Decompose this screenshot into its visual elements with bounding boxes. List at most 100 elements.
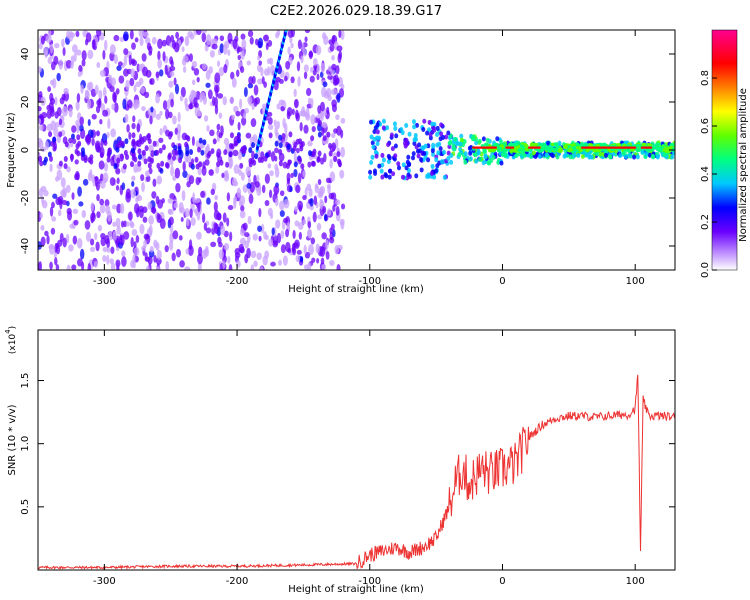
snr-multiplier-exp: 4 — [4, 329, 12, 334]
spectrogram-noise-cell — [87, 263, 92, 270]
spectrogram-noise-cell — [333, 155, 338, 163]
spectrogram-band-core — [651, 146, 657, 150]
spectrogram-noise-cell — [313, 58, 318, 66]
spectrogram-noise-cell — [41, 111, 48, 119]
spectrogram-band-cell — [369, 119, 374, 125]
spectrogram-noise-cell — [102, 172, 109, 183]
spectrogram-noise-cell — [268, 238, 274, 247]
spectrogram-noise-cell — [107, 147, 112, 154]
spectrogram-noise-cell — [267, 116, 273, 125]
spectrogram-noise-cell — [260, 67, 264, 77]
spectrogram-noise-cell — [62, 187, 67, 198]
spectrogram-noise-cell — [234, 252, 241, 259]
spectrogram-band-core — [524, 147, 530, 152]
spectrogram-noise-cell — [148, 50, 153, 56]
spectrogram-noise-cell — [181, 190, 186, 202]
spectrogram-band-cell — [431, 151, 436, 157]
spectrogram-noise-cell — [205, 82, 211, 88]
spectrogram-noise-cell — [197, 262, 202, 270]
spectrogram-noise-cell — [340, 146, 346, 158]
spectrogram-band-cell — [448, 139, 453, 145]
spectrogram-noise-cell — [302, 170, 306, 178]
spectrogram-noise-cell — [340, 203, 346, 210]
spectrogram-noise-cell — [115, 168, 121, 175]
colorbar-ticks: 0.0 0.2 0.4 0.6 0.8 — [700, 70, 717, 278]
spectrogram-noise-cell — [335, 114, 340, 121]
spectrogram-noise-cell — [283, 75, 288, 82]
spectrogram-band-cell — [414, 173, 419, 179]
spectrogram-noise-cell — [301, 48, 307, 57]
spectrogram-noise-cell — [201, 249, 208, 259]
spectrogram-noise-cell — [100, 237, 107, 247]
spectrogram-noise-cell — [61, 38, 65, 48]
spectrogram-noise-cell — [222, 96, 227, 106]
spectrogram-noise-cell — [47, 86, 52, 92]
spectrogram-noise-cell — [214, 194, 219, 201]
spectrogram-noise-cell — [331, 88, 338, 96]
spectrogram-noise-cell — [297, 222, 304, 230]
spectrogram-noise-cell — [71, 192, 75, 200]
spectrogram-noise-cell — [256, 252, 262, 261]
snr-multiplier-base: (x10 — [8, 334, 18, 355]
spectrogram-band-cell — [485, 137, 490, 143]
spectrogram-noise-cell — [102, 86, 107, 98]
spectrogram-noise-cell — [227, 204, 234, 211]
spectrogram-noise-cell — [47, 56, 53, 65]
spectrogram-noise-cell — [141, 53, 147, 62]
spectrogram-noise-cell — [119, 203, 125, 214]
spectrogram-noise-cell — [263, 231, 267, 240]
spectrogram-noise-cell — [81, 59, 86, 67]
spectrogram-band-cell — [405, 159, 410, 165]
spectrogram-noise-cell — [133, 247, 140, 257]
spectrogram-noise-cell — [161, 198, 165, 204]
spectrogram-noise-cell — [258, 235, 262, 242]
spectrogram-band-core — [654, 142, 660, 147]
spectrogram-band-cell — [386, 142, 391, 148]
spectrogram-noise-cell — [72, 208, 79, 215]
spectrogram-noise-cell — [252, 233, 258, 241]
colorbar-label: Normalized spectral amplitude — [738, 88, 749, 242]
spectrogram-band-cell — [412, 124, 417, 130]
spectrogram-noise-cell — [217, 93, 224, 99]
spectrogram-noise-cell — [175, 31, 180, 39]
spectrogram-band-cell — [439, 159, 444, 165]
spectrogram-band-cell — [442, 174, 447, 180]
spectrogram-noise-cell — [147, 201, 152, 210]
spectrogram-noise-cell — [331, 55, 335, 61]
spectrogram-noise-cell — [174, 127, 178, 135]
spectrogram-noise-cell — [147, 255, 153, 265]
spectrogram-noise-cell — [217, 212, 222, 221]
spectrogram-noise-cell — [325, 239, 329, 250]
spectrogram-noise-cell — [276, 30, 281, 37]
spectrogram-noise-cell — [296, 249, 302, 255]
spectrogram-noise-cell — [336, 264, 341, 270]
spectrogram-noise-cell — [307, 262, 312, 270]
spectrogram-noise-cell — [107, 118, 111, 130]
spectrogram-noise-cell — [320, 62, 326, 73]
snr-ylabel: SNR (10 * v/v) — [7, 404, 18, 475]
spectrogram-noise-cell — [184, 35, 190, 47]
spectrogram-band-cell — [531, 150, 536, 156]
spectrogram-noise-cell — [222, 260, 226, 270]
colorbar-frame — [711, 29, 738, 271]
spectrogram-noise-cell — [275, 219, 281, 229]
spectrogram-band-cell — [622, 150, 627, 156]
spectrogram-noise-cell — [215, 86, 219, 98]
spectrogram-noise-cell — [48, 131, 53, 138]
spectrogram-band-cell — [385, 125, 390, 131]
spectrogram-noise-cell — [52, 78, 57, 89]
spectrogram-noise-cell — [99, 69, 106, 77]
spectrogram-noise-cell — [245, 166, 252, 177]
spectrogram-noise-cell — [297, 76, 301, 87]
spectrogram-band-cell — [369, 160, 374, 166]
spectrogram-noise-cell — [294, 239, 300, 250]
spectrogram-noise-cell — [131, 151, 136, 158]
spectrogram-noise-cell — [184, 141, 189, 148]
spectrogram-noise-cell — [78, 64, 83, 73]
spectrogram-noise-cell — [115, 259, 121, 268]
spectrogram-band-cell — [384, 173, 389, 179]
spectrogram-noise-cell — [299, 145, 304, 152]
spectrogram-noise-cell — [97, 224, 103, 232]
colorbar-tick-label: 0.4 — [700, 166, 711, 182]
spectrogram-noise-cell — [251, 150, 255, 160]
